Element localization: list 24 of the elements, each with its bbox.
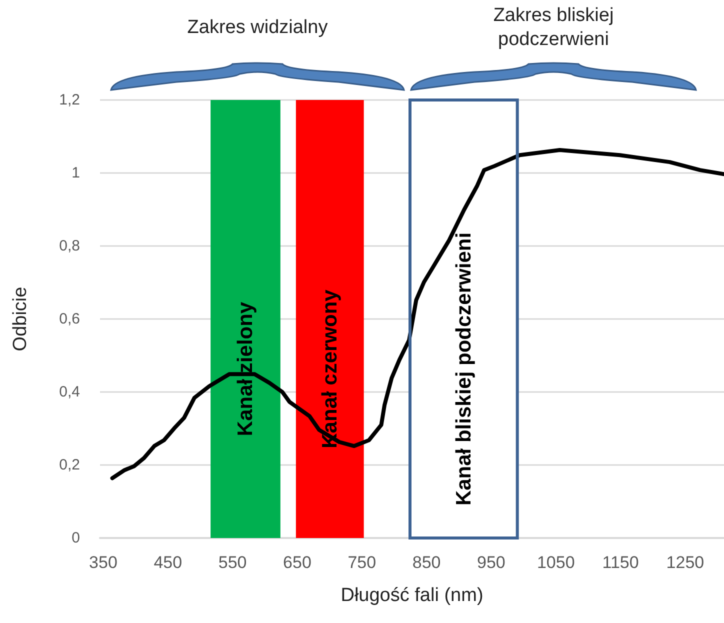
x-tick-label: 1250 bbox=[666, 553, 704, 572]
x-tick-label: 550 bbox=[218, 553, 247, 572]
band-label: Kanał zielony bbox=[234, 302, 257, 436]
band-label: Kanał bliskiej podczerwieni bbox=[452, 232, 476, 506]
y-tick-label: 0,2 bbox=[59, 456, 80, 474]
x-tick-label: 1150 bbox=[602, 553, 639, 572]
y-tick-label: 0,4 bbox=[59, 384, 80, 400]
x-tick-label: 450 bbox=[154, 553, 182, 572]
y-axis-title: Odbicie bbox=[10, 286, 31, 352]
x-tick-label: 650 bbox=[283, 553, 312, 572]
y-tick-label: 0,6 bbox=[59, 310, 80, 328]
y-tick-label: 0,8 bbox=[59, 238, 80, 254]
text: Zakres bliskiej podczerwieni bbox=[492, 4, 615, 52]
x-axis-title: Długość fali (nm) bbox=[340, 585, 484, 606]
x-tick-label: 750 bbox=[348, 553, 376, 572]
band-label: Kanał czerwony bbox=[318, 289, 342, 448]
x-tick-label: 1050 bbox=[536, 553, 575, 572]
x-tick-label: 850 bbox=[412, 553, 441, 572]
y-tick-label: 1 bbox=[72, 164, 80, 182]
y-tick-label: 0 bbox=[72, 530, 80, 546]
text: Zakres widzialny bbox=[186, 16, 329, 40]
x-tick-label: 350 bbox=[89, 553, 118, 572]
x-tick-label: 950 bbox=[477, 553, 506, 572]
y-tick-label: 1,2 bbox=[59, 92, 80, 108]
